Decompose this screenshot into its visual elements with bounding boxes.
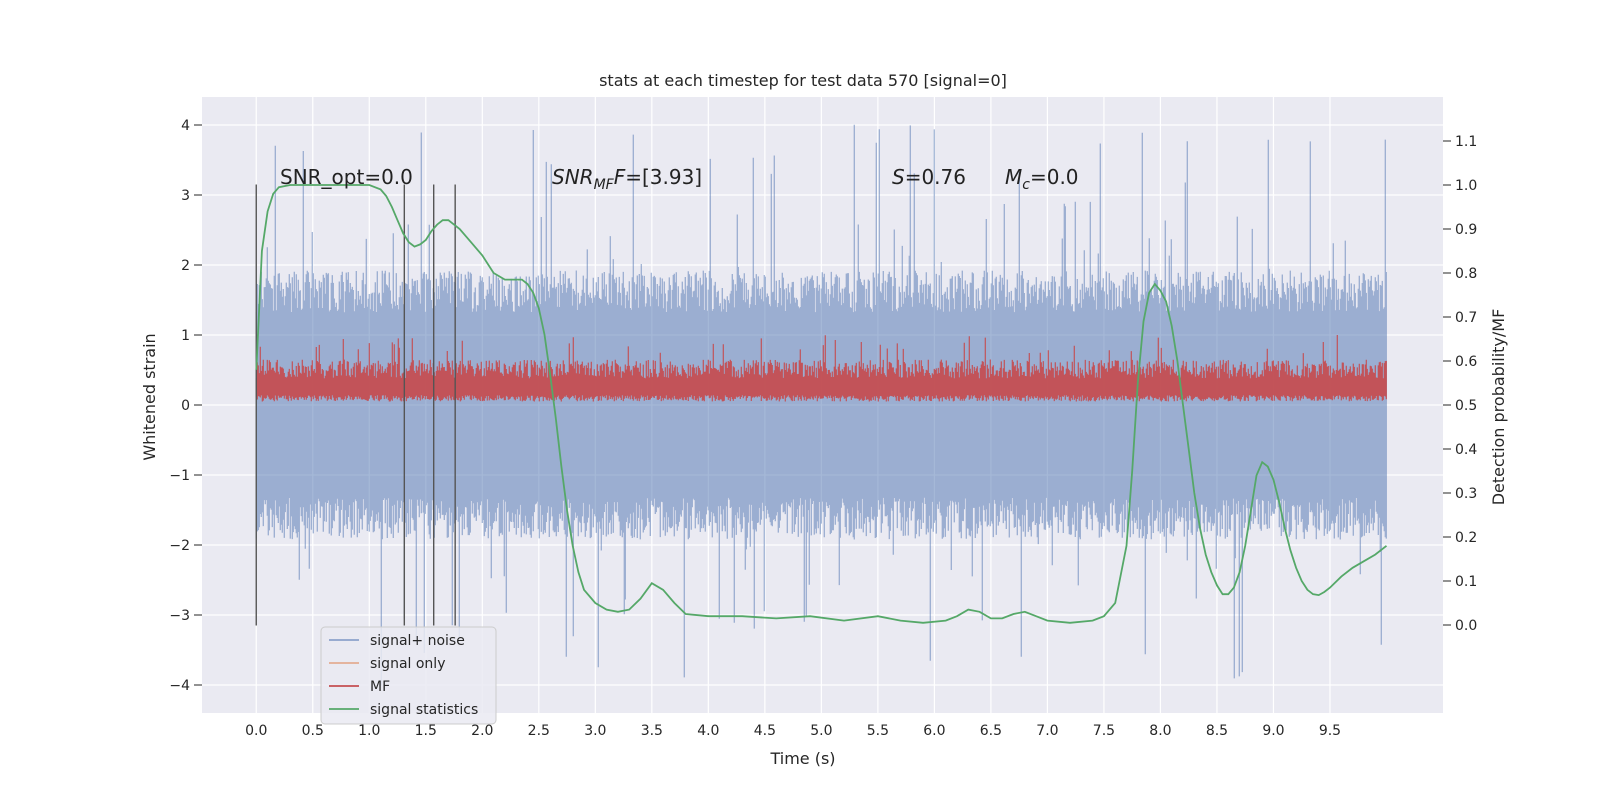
x-tick-10: 5.0 (810, 723, 832, 739)
x-tick-17: 8.5 (1206, 723, 1228, 739)
annotation-snr-opt: SNR_opt=0.0 (280, 165, 413, 189)
y-right-tick-0: 0.0 (1455, 618, 1477, 634)
x-tick-14: 7.0 (1036, 723, 1058, 739)
x-tick-16: 8.0 (1149, 723, 1171, 739)
y-left-tick-8: 4 (181, 118, 190, 134)
x-tick-18: 9.0 (1262, 723, 1284, 739)
x-tick-5: 2.5 (528, 723, 550, 739)
x-tick-8: 4.0 (697, 723, 719, 739)
s-prefix: S (892, 165, 905, 189)
x-tick-3: 1.5 (415, 723, 437, 739)
x-tick-11: 5.5 (867, 723, 889, 739)
y-right-tick-2: 0.2 (1455, 530, 1477, 546)
legend-label-signal-noise: signal+ noise (370, 633, 465, 649)
chart-title: stats at each timestep for test data 570… (599, 71, 1007, 90)
legend-label-mf: MF (370, 679, 390, 695)
y-left-axis-ticks: −4 −3 −2 −1 0 1 2 3 4 (169, 118, 202, 694)
x-tick-15: 7.5 (1093, 723, 1115, 739)
legend-label-signal-statistics: signal statistics (370, 702, 478, 718)
legend: signal+ noise signal only MF signal stat… (320, 626, 497, 725)
snr-mf-value: =[3.93] (625, 165, 702, 189)
mc-subscript: c (1022, 177, 1030, 193)
legend-label-signal-only: signal only (370, 656, 445, 672)
x-tick-1: 0.5 (302, 723, 324, 739)
y-right-tick-10: 1.0 (1455, 178, 1477, 194)
y-left-axis-label: Whitened strain (140, 333, 159, 460)
annotation-s: S=0.76 (892, 165, 966, 189)
y-left-tick-7: 3 (181, 188, 190, 204)
x-tick-12: 6.0 (923, 723, 945, 739)
y-left-tick-3: −1 (169, 468, 190, 484)
x-tick-0: 0.0 (245, 723, 267, 739)
y-right-tick-6: 0.6 (1455, 354, 1477, 370)
signal-statistics-line (255, 184, 1388, 624)
s-value: =0.76 (905, 165, 966, 189)
y-right-tick-8: 0.8 (1455, 266, 1477, 282)
y-right-axis-label: Detection probability/MF (1489, 309, 1508, 506)
x-tick-19: 9.5 (1319, 723, 1341, 739)
x-tick-9: 4.5 (754, 723, 776, 739)
x-tick-13: 6.5 (980, 723, 1002, 739)
x-tick-4: 2.0 (471, 723, 493, 739)
mc-value: =0.0 (1030, 165, 1079, 189)
y-right-tick-7: 0.7 (1455, 310, 1477, 326)
mc-prefix: M (1005, 165, 1022, 189)
y-right-tick-5: 0.5 (1455, 398, 1477, 414)
vertical-markers (255, 184, 456, 626)
y-right-axis-ticks: 0.0 0.1 0.2 0.3 0.4 0.5 0.6 0.7 0.8 0.9 1.0 1.1 (1443, 134, 1477, 634)
x-axis-label: Time (s) (769, 749, 835, 768)
y-left-tick-4: 0 (181, 398, 190, 414)
y-left-tick-0: −4 (169, 678, 190, 694)
y-right-tick-3: 0.3 (1455, 486, 1477, 502)
snr-mf-italic-f: F (614, 165, 626, 189)
y-left-tick-1: −3 (169, 608, 190, 624)
x-tick-7: 3.5 (641, 723, 663, 739)
y-left-tick-2: −2 (169, 538, 190, 554)
y-right-tick-4: 0.4 (1455, 442, 1477, 458)
y-right-tick-9: 0.9 (1455, 222, 1477, 238)
annotation-snr-mf: SNRMFF=[3.93] (552, 165, 702, 193)
y-right-tick-11: 1.1 (1455, 134, 1477, 150)
annotation-mc: Mc=0.0 (1005, 165, 1079, 193)
x-axis-ticks: 0.0 0.5 1.0 1.5 2.0 2.5 3.0 3.5 4.0 4.5 5.0 5.5 6.0 6… (245, 723, 1341, 739)
y-right-tick-1: 0.1 (1455, 574, 1477, 590)
signal-statistics-series (255, 184, 1388, 624)
legend-box (320, 626, 497, 725)
snr-mf-subscript: MF (594, 177, 615, 193)
y-left-tick-5: 1 (181, 328, 190, 344)
x-tick-2: 1.0 (358, 723, 380, 739)
x-tick-6: 3.0 (584, 723, 606, 739)
snr-mf-prefix: SNR (552, 165, 594, 189)
y-left-tick-6: 2 (181, 258, 190, 274)
